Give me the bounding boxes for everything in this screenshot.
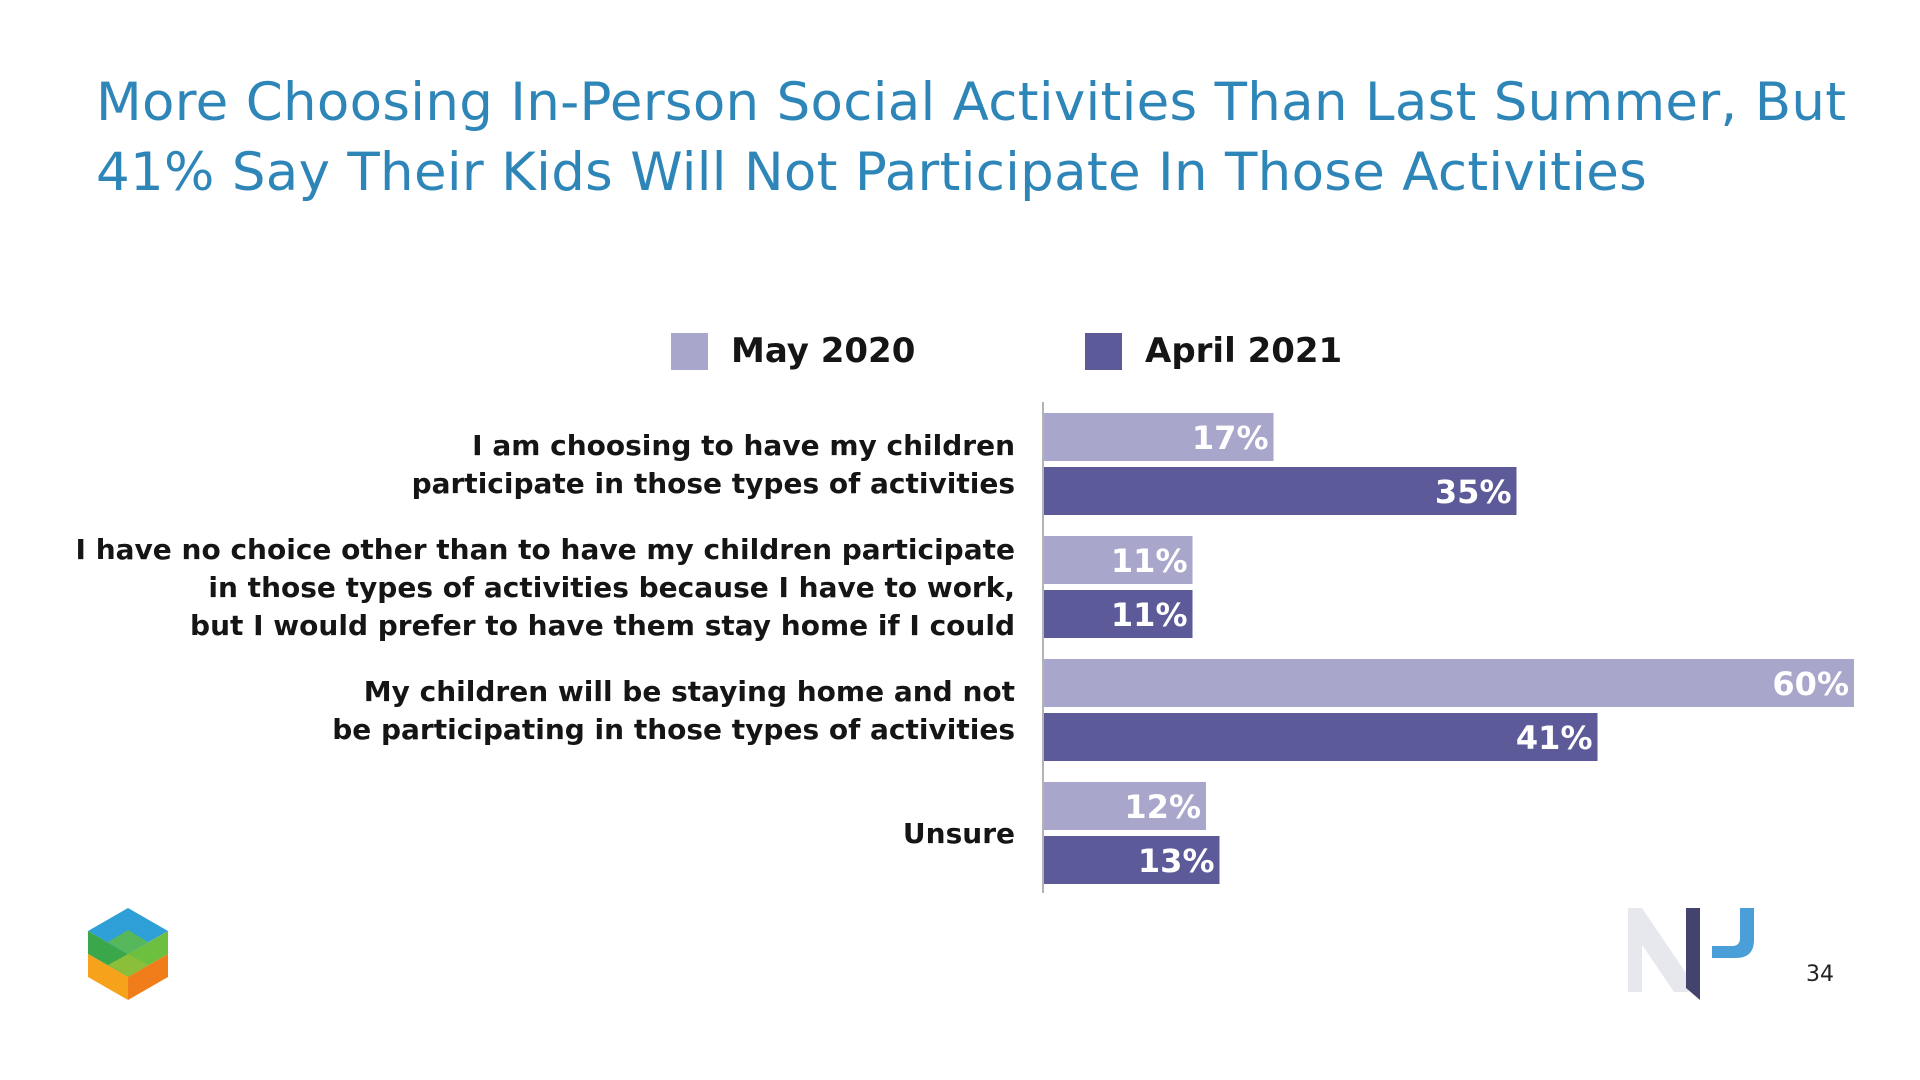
legend-swatch-may-2020 xyxy=(671,332,708,370)
bar-value-label: 17% xyxy=(1192,419,1269,457)
category-label-line: I am choosing to have my children xyxy=(472,429,1015,462)
bar-may-2020 xyxy=(1044,782,1206,830)
bar-value-label: 12% xyxy=(1124,788,1201,826)
category-label-line: participate in those types of activities xyxy=(412,467,1015,500)
bar-value-label: 11% xyxy=(1111,542,1188,580)
bar-may-2020 xyxy=(1044,659,1854,707)
np-logo-icon xyxy=(1628,908,1754,1000)
chart-legend: May 2020 April 2021 xyxy=(0,331,1920,371)
bar-may-2020 xyxy=(1044,536,1193,584)
legend-swatch-april-2021 xyxy=(1085,332,1122,370)
category-label-line: My children will be staying home and not xyxy=(364,675,1015,708)
bar-may-2020 xyxy=(1044,413,1274,461)
category-label: I have no choice other than to have my c… xyxy=(76,533,1015,642)
legend-label-april-2021: April 2021 xyxy=(1145,331,1343,371)
page-number: 34 xyxy=(1806,962,1834,987)
bar-april-2021 xyxy=(1044,713,1598,761)
category-label-line: but I would prefer to have them stay hom… xyxy=(190,609,1015,642)
bar-value-label: 11% xyxy=(1111,596,1188,634)
bar-april-2021 xyxy=(1044,590,1193,638)
legend-label-may-2020: May 2020 xyxy=(731,331,916,371)
bar-value-label: 41% xyxy=(1516,719,1593,757)
legend-item-may-2020: May 2020 xyxy=(671,331,915,371)
bar-april-2021 xyxy=(1044,836,1220,884)
legend-item-april-2021: April 2021 xyxy=(1085,331,1342,371)
category-label: My children will be staying home and not… xyxy=(332,675,1015,746)
category-label-line: be participating in those types of activ… xyxy=(332,713,1015,746)
company-logo-cube-icon xyxy=(88,908,168,1000)
category-label-line: in those types of activities because I h… xyxy=(208,571,1015,604)
category-label-line: Unsure xyxy=(903,817,1015,850)
bar-april-2021 xyxy=(1044,467,1517,515)
title-line-1: More Choosing In-Person Social Activitie… xyxy=(96,72,1847,133)
category-label-line: I have no choice other than to have my c… xyxy=(76,533,1015,566)
category-label: I am choosing to have my children partici… xyxy=(412,429,1015,500)
category-label: Unsure xyxy=(903,817,1015,850)
title-line-2: 41% Say Their Kids Will Not Participate … xyxy=(96,142,1648,203)
bar-value-label: 13% xyxy=(1138,842,1215,880)
bar-value-label: 35% xyxy=(1435,473,1512,511)
slide-title: More Choosing In-Person Social Activitie… xyxy=(96,68,1856,208)
bar-value-label: 60% xyxy=(1772,665,1849,703)
